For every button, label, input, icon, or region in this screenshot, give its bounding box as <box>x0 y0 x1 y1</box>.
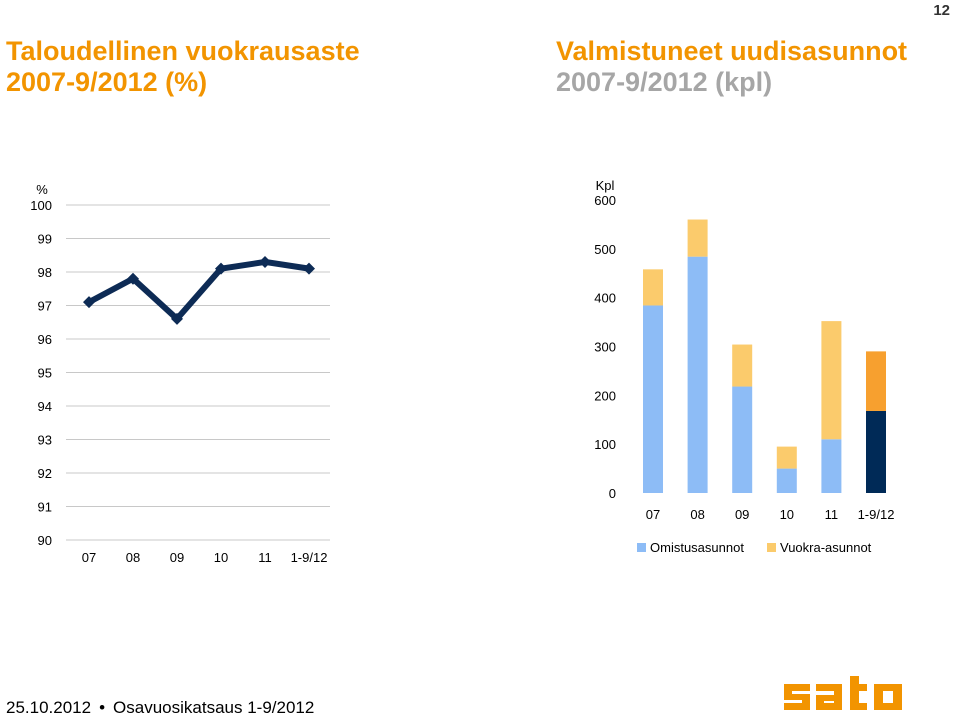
y-tick-label: 0 <box>609 486 616 501</box>
y-tick-label: 94 <box>38 399 52 414</box>
y-tick-label: 99 <box>38 232 52 247</box>
footer-date: 25.10.2012 <box>6 698 92 717</box>
y-tick-label: 500 <box>594 242 616 257</box>
data-point <box>215 262 227 275</box>
bar-segment <box>776 446 797 469</box>
occupancy-rate-line-chart: % 90 91 92 93 94 95 96 97 98 99 100 07 08 09 10 11 1-9/12 <box>30 182 330 565</box>
data-point <box>83 296 95 309</box>
bar-segment <box>643 269 663 306</box>
y-tick-label: 200 <box>594 388 616 403</box>
y-tick-label: 91 <box>38 500 52 515</box>
bar-segment <box>821 321 842 440</box>
bar-segment <box>732 344 753 387</box>
x-tick-label: 08 <box>126 550 140 565</box>
x-tick-label: 11 <box>258 550 272 565</box>
footer-separator: • <box>99 698 106 717</box>
y-tick-label: 600 <box>594 193 616 208</box>
y-tick-label: 97 <box>38 299 52 314</box>
y-tick-label: 98 <box>38 265 52 280</box>
x-tick-label: 09 <box>170 550 184 565</box>
y-tick-label: 100 <box>30 198 52 213</box>
x-tick-label: 08 <box>690 507 704 522</box>
y-tick-label: 300 <box>594 340 616 355</box>
bar-segment <box>643 305 663 493</box>
data-point <box>303 262 315 275</box>
footer-text: Osavuosikatsaus 1-9/2012 <box>113 698 315 717</box>
bar-segment <box>687 256 708 493</box>
series-line <box>87 258 310 324</box>
footer: 25.10.2012 • Osavuosikatsaus 1-9/2012 <box>6 698 314 718</box>
legend-swatch <box>767 543 776 552</box>
bar-segment <box>776 468 797 493</box>
x-tick-label: 07 <box>646 507 660 522</box>
right-chart-title: Valmistuneet uudisasunnot 2007-9/2012 (k… <box>556 36 956 98</box>
y-tick-label: 92 <box>38 466 52 481</box>
left-chart-title-line1: Taloudellinen vuokrausaste <box>6 36 360 66</box>
right-chart-title-line1: Valmistuneet uudisasunnot <box>556 36 908 66</box>
completed-units-bar-chart: Kpl 0 100 200 300 400 500 600 07 08 09 10 11 1-9/12 Om… <box>594 178 895 555</box>
y-tick-label: 400 <box>594 291 616 306</box>
x-tick-label: 1-9/12 <box>858 507 895 522</box>
x-tick-label: 10 <box>780 507 794 522</box>
left-chart-title: Taloudellinen vuokrausaste 2007-9/2012 (… <box>6 36 426 98</box>
legend-label: Omistusasunnot <box>650 540 744 555</box>
y-tick-label: 100 <box>594 437 616 452</box>
legend-swatch <box>637 543 646 552</box>
right-chart-title-line2: 2007-9/2012 (kpl) <box>556 67 773 97</box>
x-tick-label: 09 <box>735 507 749 522</box>
x-tick-label: 10 <box>214 550 228 565</box>
bar-segment <box>866 351 886 411</box>
bar-segment <box>866 410 886 493</box>
bar-segment <box>732 386 753 493</box>
left-chart-title-line2: 2007-9/2012 (%) <box>6 67 208 97</box>
y-tick-label: 90 <box>38 533 52 548</box>
y-tick-label: 93 <box>38 433 52 448</box>
x-tick-label: 07 <box>82 550 96 565</box>
x-tick-label: 11 <box>825 507 839 522</box>
y-axis-unit-label: Kpl <box>596 178 615 193</box>
y-tick-label: 96 <box>38 332 52 347</box>
x-tick-label: 1-9/12 <box>291 550 328 565</box>
bar-segment <box>687 219 708 257</box>
data-point <box>171 312 183 325</box>
data-point <box>127 272 139 285</box>
page-number: 12 <box>933 2 950 19</box>
legend-label: Vuokra-asunnot <box>780 540 872 555</box>
y-tick-label: 95 <box>38 366 52 381</box>
bar-segment <box>821 439 842 493</box>
sato-logo <box>784 676 902 710</box>
data-point <box>259 255 271 268</box>
y-axis-unit-label: % <box>36 182 48 197</box>
